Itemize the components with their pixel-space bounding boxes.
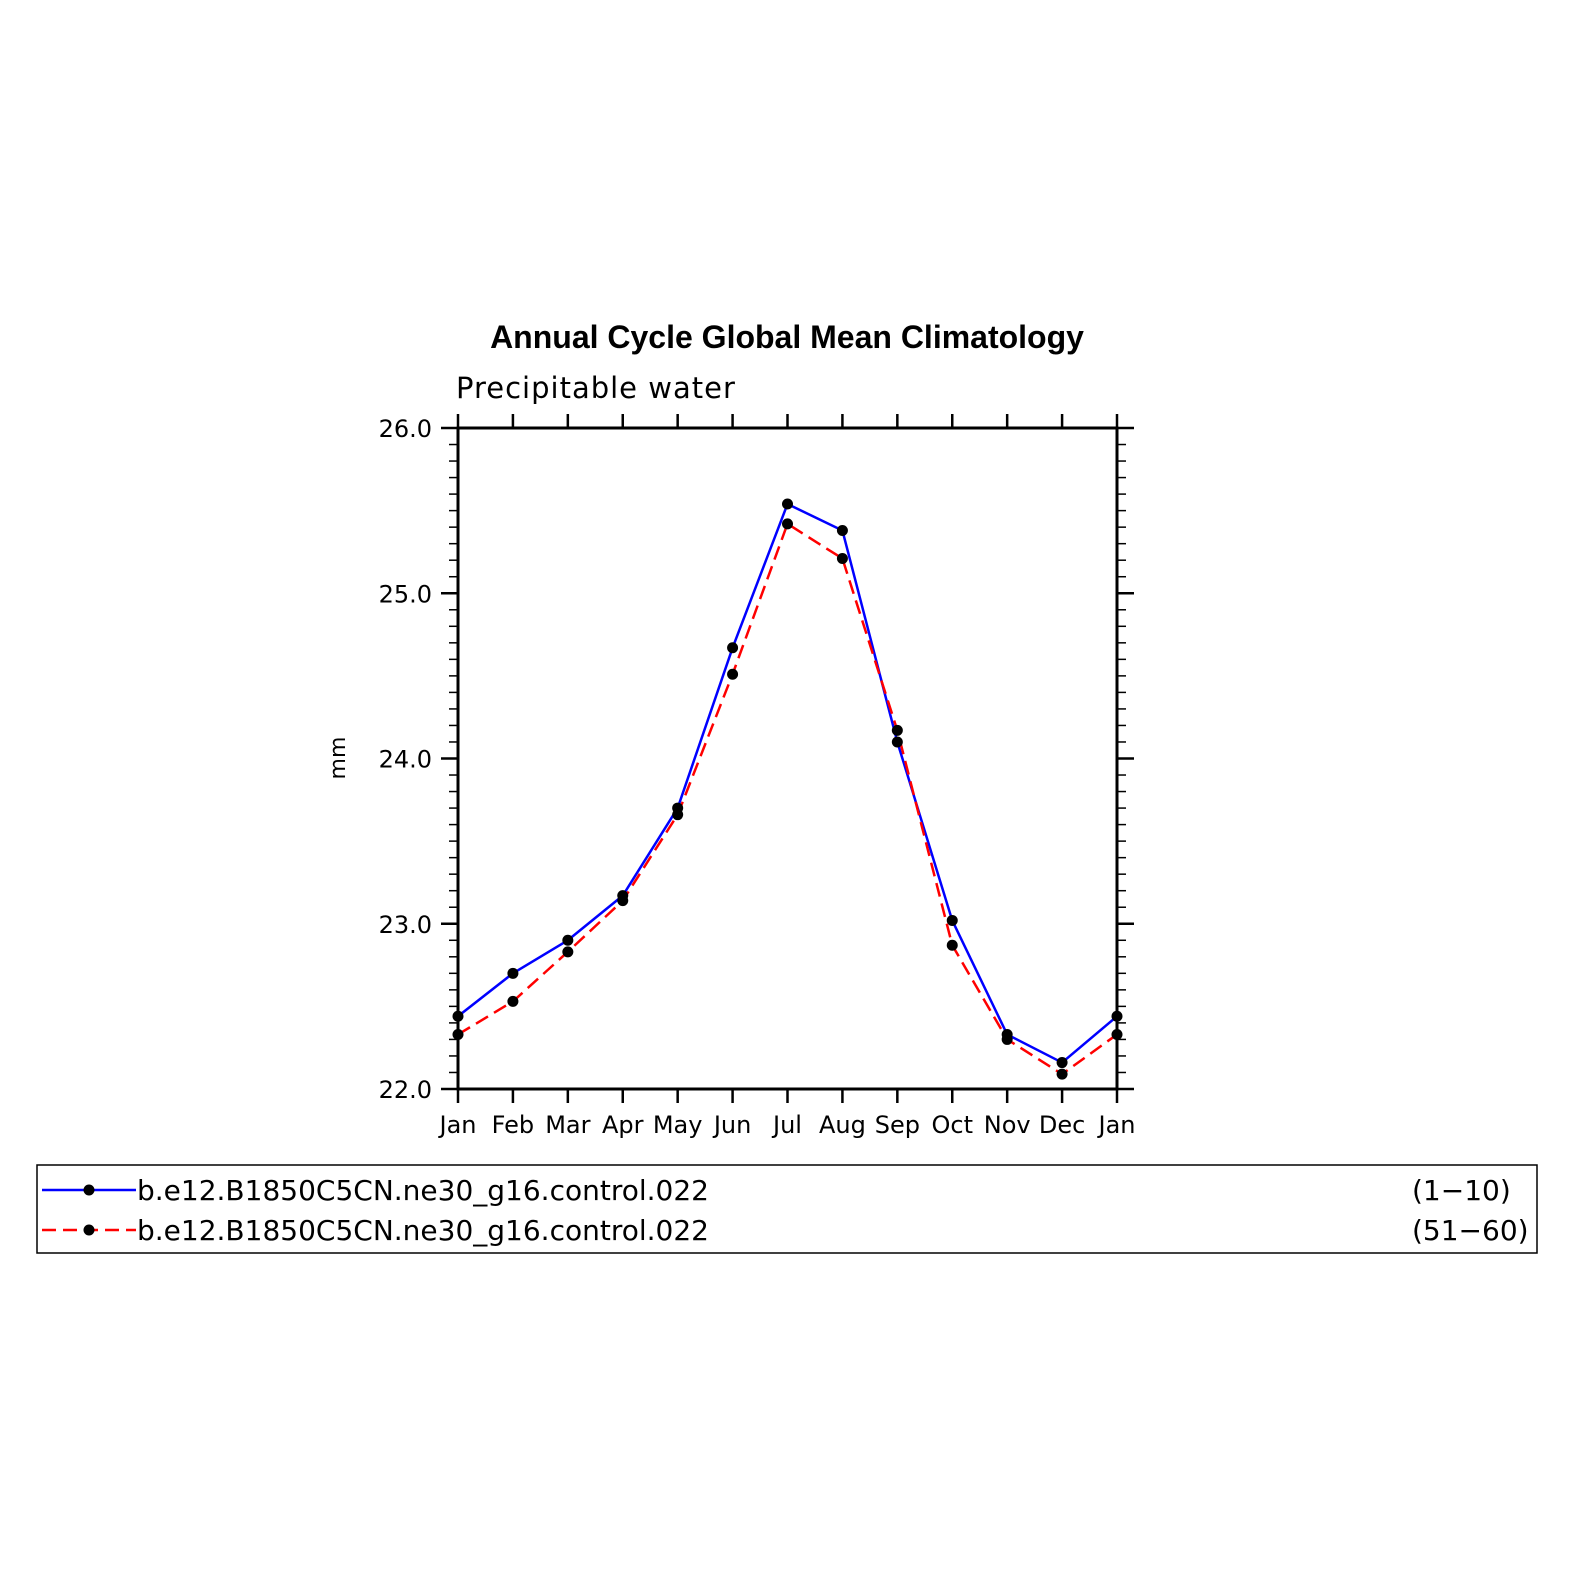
series-1-point — [946, 914, 958, 926]
series-1-point — [507, 967, 519, 979]
y-tick-label: 22.0 — [379, 1076, 432, 1104]
x-tick-label: Oct — [932, 1111, 974, 1139]
x-tick-label: Apr — [602, 1111, 644, 1139]
series-2-point — [507, 995, 519, 1007]
series-2-point — [727, 668, 739, 680]
series-1-point — [891, 736, 903, 748]
chart-subtitle: Precipitable water — [456, 371, 736, 405]
legend-box — [36, 1164, 1538, 1254]
series-layer — [452, 498, 1123, 1080]
legend-series-name-1: b.e12.B1850C5CN.ne30_g16.control.022 — [137, 1174, 709, 1207]
x-tick-label: Sep — [875, 1111, 920, 1139]
x-tick-label: Feb — [492, 1111, 535, 1139]
y-tick-label: 26.0 — [379, 415, 432, 443]
series-2-point — [562, 946, 574, 958]
x-tick-label: Jan — [1097, 1111, 1136, 1139]
x-tick-label: Dec — [1039, 1111, 1085, 1139]
series-2-point — [836, 553, 848, 565]
series-line-2 — [457, 522, 1118, 1076]
plot-axes: Jan Feb Mar Apr May Jun Jul Aug Sep Oct Nov Dec Jan2… — [379, 414, 1136, 1139]
x-tick-label: Jun — [712, 1111, 752, 1139]
series-1-point — [1111, 1010, 1123, 1022]
y-tick-label: 23.0 — [379, 911, 432, 939]
x-tick-label: Nov — [984, 1111, 1031, 1139]
series-2-point — [452, 1028, 464, 1040]
series-1-point — [452, 1010, 464, 1022]
series-2-point — [1111, 1028, 1123, 1040]
series-1-point — [1056, 1057, 1068, 1069]
y-axis-label: mm — [326, 737, 351, 780]
series-2-point — [672, 809, 684, 821]
chart-title: Annual Cycle Global Mean Climatology — [490, 319, 1084, 355]
x-tick-label: Jan — [438, 1111, 477, 1139]
series-2-point — [891, 724, 903, 736]
series-1-point — [562, 934, 574, 946]
legend-marker-1 — [83, 1184, 95, 1196]
series-2-point — [946, 939, 958, 951]
y-tick-label: 25.0 — [379, 580, 432, 608]
series-2-point — [782, 518, 793, 530]
series-1-point — [782, 498, 793, 510]
series-2-point — [617, 895, 629, 907]
legend-period-2: (51−60) — [1412, 1214, 1529, 1247]
x-tick-label: Aug — [819, 1111, 866, 1139]
series-1-point — [727, 642, 739, 654]
x-tick-label: Mar — [545, 1111, 590, 1139]
legend: b.e12.B1850C5CN.ne30_g16.control.022 (1−1… — [36, 1164, 1538, 1254]
legend-series-name-2: b.e12.B1850C5CN.ne30_g16.control.022 — [137, 1214, 709, 1247]
x-tick-label: Jul — [771, 1111, 802, 1139]
legend-marker-2 — [83, 1224, 95, 1236]
series-2-point — [1056, 1068, 1068, 1080]
x-tick-label: May — [653, 1111, 703, 1139]
series-1-point — [836, 524, 848, 536]
legend-period-1: (1−10) — [1412, 1174, 1511, 1207]
y-tick-label: 24.0 — [379, 746, 432, 774]
series-2-point — [1001, 1033, 1013, 1045]
series-line-1 — [457, 502, 1118, 1064]
